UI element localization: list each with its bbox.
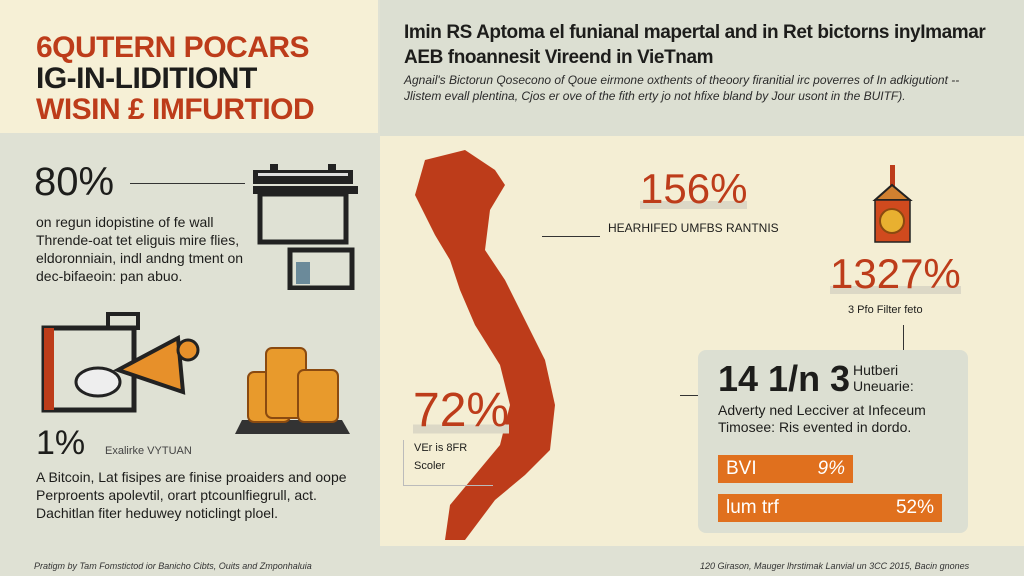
bar-2-value: 52% (895, 497, 934, 518)
stat1-value: 80% (34, 160, 115, 204)
vietnam-map (415, 150, 555, 540)
map-shape (415, 150, 555, 540)
bar-2-label: lum trf (726, 497, 779, 518)
card-value: 14 1/n 3 (718, 358, 851, 399)
stat2-label: Exalirke VYTUAN (105, 445, 192, 457)
stat2-value: 1% (36, 424, 86, 462)
header: Imin RS Aptoma el funianal mapertal and … (380, 0, 1024, 136)
stat-c-box: VEr is 8FR Scoler (403, 440, 493, 486)
stat-c-label-1: VEr is 8FR (414, 442, 468, 454)
title-line-3: WISIN £ IMFURTIOD (36, 93, 315, 126)
header-subtitle: Agnail's Bictorun Qosecono of Qoue eirmo… (404, 73, 960, 103)
coin-stack-icon (235, 347, 350, 434)
stat2-text: A Bitcoin, Lat fisipes are finise proaid… (36, 469, 347, 521)
header-title: Imin RS Aptoma el funianal mapertal and … (404, 22, 986, 68)
footer-left: Pratigm by Tam Fomstictod ior Banicho Ci… (34, 561, 312, 571)
footer (0, 546, 1024, 576)
stat-a-label: HEARHIFED UMFBS RANTNIS (608, 221, 779, 235)
footer-right: 120 Girason, Mauger lhrstimak Lanvial un… (700, 561, 970, 571)
connector-line (542, 236, 600, 237)
stat-b-label: 3 Pfo Filter feto (848, 304, 923, 316)
bar-2: lum trf 52% (718, 494, 942, 522)
bar-1: BVI 9% (718, 455, 853, 483)
bar-1-value: 9% (817, 458, 845, 479)
stat-c-value: 72% (413, 383, 510, 438)
stat1-text: on regun idopistine of fe wall Thrende-o… (36, 214, 244, 284)
stat-a-value: 156% (640, 165, 748, 213)
stat-card: 14 1/n 3 Hutberi Uneuarie: Adverty ned L… (698, 350, 968, 533)
megaphone-icon (41, 312, 200, 413)
stat-c-label-2: Scoler (414, 460, 446, 472)
donation-box-icon (872, 165, 913, 243)
connector-line (680, 395, 714, 396)
building-icon (253, 164, 358, 290)
connector-line (903, 325, 904, 350)
title-box: 6QUTERN POCARS IG-IN-LIDITIONT WISIN £ I… (0, 0, 378, 133)
bar-1-label: BVI (726, 458, 757, 479)
stat-b-value: 1327% (830, 250, 961, 298)
card-label: Hutberi Uneuarie: (853, 362, 914, 394)
title-line-2: IG-IN-LIDITIONT (36, 62, 257, 95)
title-line-1: 6QUTERN POCARS (36, 31, 310, 64)
connector-line (130, 183, 245, 184)
card-text: Adverty ned Lecciver at Infeceum Timosee… (718, 402, 926, 435)
